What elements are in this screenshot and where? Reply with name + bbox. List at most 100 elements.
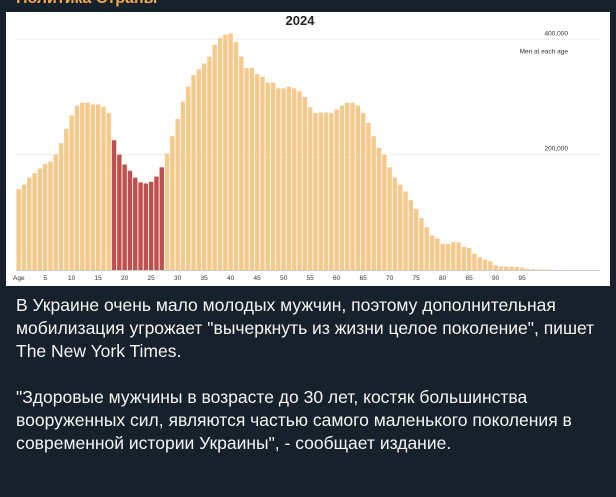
bar (488, 261, 493, 270)
bar (514, 267, 520, 270)
bar (525, 268, 530, 270)
bar (249, 68, 255, 271)
x-axis-label: Age (13, 275, 25, 282)
x-tick-label: 50 (280, 275, 288, 282)
bar (223, 34, 228, 270)
bar (413, 208, 419, 270)
x-tick-label: 55 (307, 275, 315, 282)
bar (281, 88, 286, 270)
bar (228, 33, 233, 270)
bar (32, 173, 37, 270)
bar (440, 244, 445, 270)
bar (265, 82, 270, 270)
bar (37, 168, 43, 270)
bar (58, 143, 64, 270)
bar-highlight (111, 140, 117, 270)
bar (509, 266, 514, 270)
bar (106, 113, 111, 270)
y-tick-label: 200,000 (545, 146, 569, 153)
bar-highlight (148, 181, 154, 270)
bar-highlight (127, 170, 133, 270)
bar-highlight (138, 182, 143, 270)
bar (398, 184, 403, 270)
bar (535, 269, 541, 270)
chart-image: 200,000 400,000 Men at each age Age 5 10 15 20 2… (6, 12, 610, 286)
bar (27, 177, 32, 270)
x-tick-label: 65 (360, 275, 368, 282)
bar (329, 113, 334, 270)
bar (201, 63, 207, 271)
x-tick-label: 10 (68, 275, 76, 282)
bar (366, 122, 371, 270)
x-tick-label: 25 (148, 275, 156, 282)
x-tick-label: 85 (466, 275, 474, 282)
post-paragraph-2: "Здоровые мужчины в возрасте до 30 лет, … (16, 387, 572, 453)
bar (504, 266, 509, 270)
bar (302, 96, 308, 270)
bar-highlight (133, 177, 138, 270)
bar (170, 136, 175, 270)
bar (345, 102, 350, 270)
bar (546, 269, 551, 271)
bar (53, 154, 58, 270)
bar (445, 244, 451, 270)
bar (376, 147, 382, 270)
bar (530, 269, 535, 270)
bar-highlight (117, 154, 122, 270)
bar (64, 128, 69, 270)
bar (419, 218, 424, 270)
labels-layer: 200,000 400,000 Men at each age Age 5 10 15 20 2… (13, 30, 568, 282)
bar (217, 38, 223, 271)
bar (323, 112, 329, 271)
bar (456, 242, 461, 270)
bar (339, 105, 345, 271)
bar (74, 105, 80, 271)
x-tick-label: 40 (227, 275, 235, 282)
bar (101, 106, 106, 270)
bar (191, 75, 196, 270)
bar (350, 102, 355, 270)
bar (292, 88, 297, 270)
bar (244, 68, 249, 271)
bars-layer (16, 33, 551, 271)
x-tick-label: 80 (439, 275, 447, 282)
bar-highlight (143, 183, 149, 270)
bar (360, 113, 366, 270)
post-body: В Украине очень мало молодых мужчин, поэ… (16, 294, 606, 455)
x-tick-label: 90 (492, 275, 500, 282)
bar (48, 161, 53, 270)
bar (472, 253, 477, 270)
x-tick-label: 5 (43, 275, 47, 282)
bar (424, 227, 429, 270)
bar (313, 113, 318, 270)
bar (212, 45, 217, 271)
bar (297, 91, 302, 270)
bar (164, 153, 170, 270)
bar (260, 76, 265, 270)
bar (318, 112, 323, 271)
channel-title[interactable]: Политика Страны (16, 0, 157, 8)
y-tick-label: 400,000 (545, 30, 569, 37)
x-tick-label: 20 (121, 275, 129, 282)
bar (21, 184, 27, 270)
bar (233, 42, 239, 270)
post-paragraph-1: В Украине очень мало молодых мужчин, поэ… (16, 295, 595, 361)
bar (286, 86, 292, 270)
x-tick-label: 30 (174, 275, 182, 282)
x-tick-label: 35 (201, 275, 209, 282)
bar (477, 257, 482, 270)
y-axis-label: Men at each age (520, 48, 569, 55)
bar-highlight (122, 164, 127, 270)
x-tick-label: 60 (333, 275, 341, 282)
bar (69, 115, 74, 270)
x-tick-label: 95 (519, 275, 527, 282)
bar (541, 269, 546, 271)
bar (90, 104, 96, 270)
bar (180, 101, 186, 270)
chart-title: 2024 (286, 13, 316, 28)
bar (270, 82, 276, 270)
bar-highlight (159, 167, 164, 270)
bar (307, 107, 313, 270)
bar (429, 235, 435, 270)
